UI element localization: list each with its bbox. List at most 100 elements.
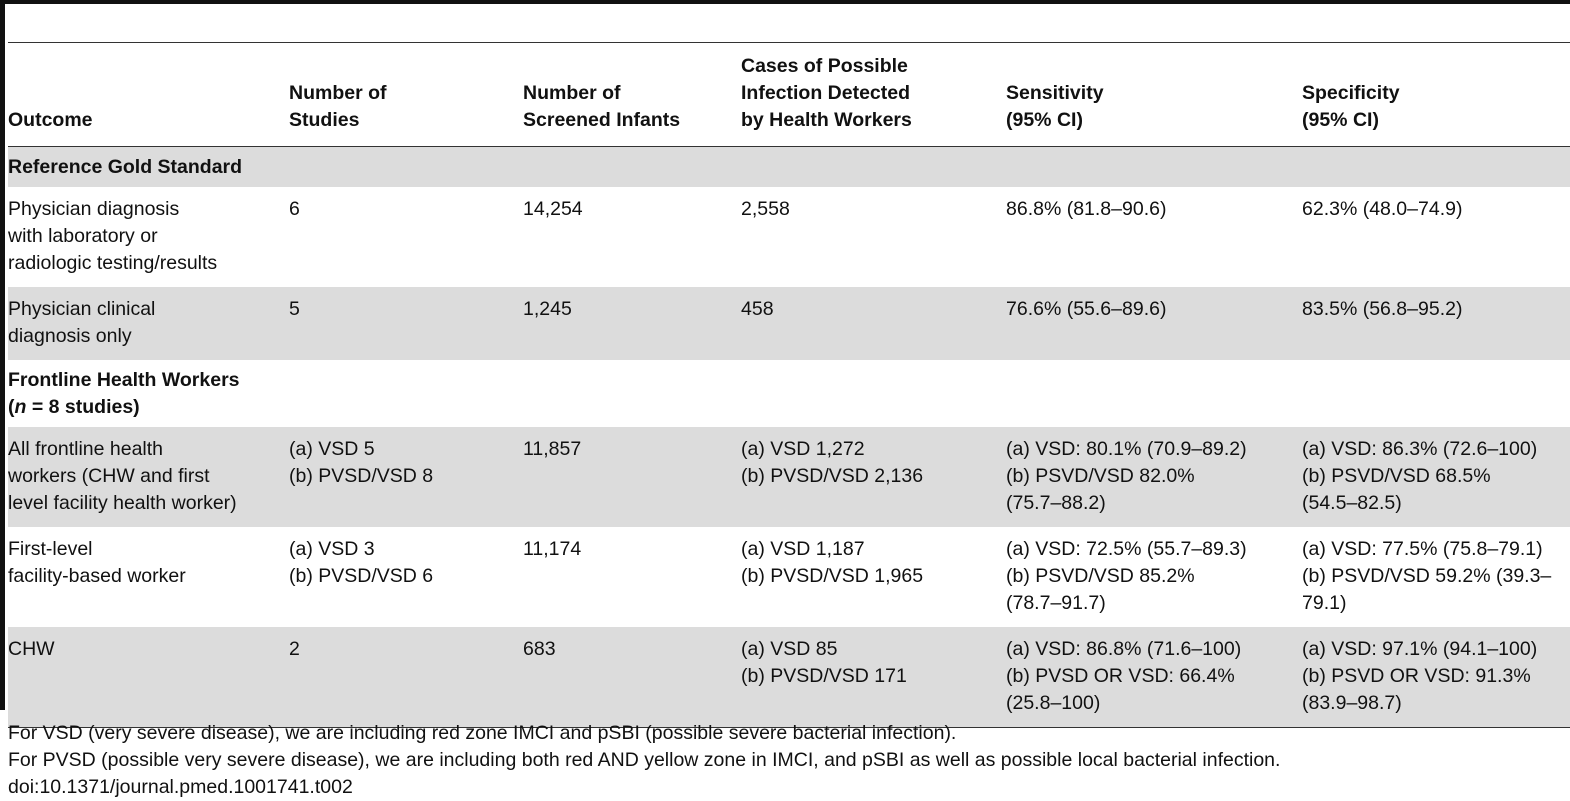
table-row: Physician diagnosis with laboratory or rad… (8, 187, 1570, 287)
cell-line: Screened Infants (523, 109, 681, 131)
cell-line: Cases of Possible (741, 55, 908, 77)
cell-outcome: CHW (8, 627, 289, 728)
cell-line: facility-based worker (8, 565, 186, 587)
col-header-specificity: Specificity (95% CI) (1302, 53, 1570, 147)
cell-sensitivity: (a) VSD: 80.1% (70.9–89.2) (b) PSVD/VSD 8… (1006, 427, 1302, 527)
cell-line: (a) VSD: 97.1% (94.1–100) (1302, 638, 1538, 660)
cell-line: (95% CI) (1302, 109, 1379, 131)
section-title: Reference Gold Standard (8, 146, 1570, 187)
section-title: Frontline Health Workers (n = 8 studies) (8, 360, 1570, 427)
table-row: CHW 2 683 (a) VSD 85 (b) PVSD/VSD 171 (a)… (8, 627, 1570, 728)
col-header-infants: Number of Screened Infants (523, 53, 741, 147)
cell-line: 83.5% (56.8–95.2) (1302, 298, 1463, 320)
cell-line: (a) VSD: 86.3% (72.6–100) (1302, 438, 1538, 460)
cell-line: radiologic testing/results (8, 252, 218, 274)
cell-specificity: 62.3% (48.0–74.9) (1302, 187, 1570, 287)
cell-studies: 6 (289, 187, 523, 287)
cell-sensitivity: 76.6% (55.6–89.6) (1006, 287, 1302, 360)
cell-line: diagnosis only (8, 325, 132, 347)
cell-line: All frontline health (8, 438, 164, 460)
cell-sensitivity: (a) VSD: 86.8% (71.6–100) (b) PVSD OR VSD… (1006, 627, 1302, 728)
cell-line: (75.7–88.2) (1006, 492, 1106, 514)
cell-infants: 11,857 (523, 427, 741, 527)
cell-line: workers (CHW and first (8, 465, 210, 487)
cell-line: 2 (289, 638, 300, 660)
cell-line: (b) PVSD/VSD 6 (289, 565, 434, 587)
cell-outcome: Physician diagnosis with laboratory or rad… (8, 187, 289, 287)
cell-line: 683 (523, 638, 556, 660)
cell-line: First-level (8, 538, 93, 560)
cell-line: 14,254 (523, 198, 583, 220)
cell-outcome: First-level facility-based worker (8, 527, 289, 627)
table-row: All frontline health workers (CHW and fir… (8, 427, 1570, 527)
cell-line: 11,857 (523, 438, 582, 460)
cell-studies: 5 (289, 287, 523, 360)
cell-line: (54.5–82.5) (1302, 492, 1402, 514)
section-row: Reference Gold Standard (8, 146, 1570, 187)
cell-cases: 2,558 (741, 187, 1006, 287)
header-top-rule (8, 42, 1570, 43)
cell-line: 86.8% (81.8–90.6) (1006, 198, 1167, 220)
cell-line: 6 (289, 198, 300, 220)
cell-line: Studies (289, 109, 360, 131)
cell-cases: (a) VSD 1,272 (b) PVSD/VSD 2,136 (741, 427, 1006, 527)
col-header-cases: Cases of Possible Infection Detected by He… (741, 53, 1006, 147)
cell-line: Physician clinical (8, 298, 156, 320)
left-border (0, 0, 5, 710)
cell-line: (a) VSD 5 (289, 438, 375, 460)
cell-line: by Health Workers (741, 109, 912, 131)
cell-line: Infection Detected (741, 82, 911, 104)
table-row: Physician clinical diagnosis only 5 1,245… (8, 287, 1570, 360)
col-header-studies: Number of Studies (289, 53, 523, 147)
cell-line: (b) PSVD OR VSD: 91.3% (1302, 665, 1531, 687)
cell-line: 62.3% (48.0–74.9) (1302, 198, 1463, 220)
cell-cases: (a) VSD 85 (b) PVSD/VSD 171 (741, 627, 1006, 728)
cell-line: 2,558 (741, 198, 790, 220)
cell-line: (b) PSVD/VSD 68.5% (1302, 465, 1491, 487)
cell-line: Specificity (1302, 82, 1400, 104)
cell-line: CHW (8, 638, 55, 660)
section-row: Frontline Health Workers (n = 8 studies) (8, 360, 1570, 427)
cell-specificity: (a) VSD: 86.3% (72.6–100) (b) PSVD/VSD 68… (1302, 427, 1570, 527)
col-header-sensitivity: Sensitivity (95% CI) (1006, 53, 1302, 147)
cell-line: (b) PSVD/VSD 59.2% (39.3– (1302, 565, 1552, 587)
cell-line: (25.8–100) (1006, 692, 1101, 714)
footnote-pvsd: For PVSD (possible very severe disease),… (8, 749, 1281, 771)
cell-line: (a) VSD: 72.5% (55.7–89.3) (1006, 538, 1247, 560)
cell-infants: 11,174 (523, 527, 741, 627)
cell-line: (b) PVSD/VSD 171 (741, 665, 907, 687)
col-header-outcome: Outcome (8, 53, 289, 147)
cell-line: (a) VSD 1,272 (741, 438, 865, 460)
cell-line: 1,245 (523, 298, 572, 320)
cell-cases: 458 (741, 287, 1006, 360)
cell-specificity: (a) VSD: 97.1% (94.1–100) (b) PSVD OR VSD… (1302, 627, 1570, 728)
cell-line: with laboratory or (8, 225, 158, 247)
cell-line: 79.1) (1302, 592, 1347, 614)
cell-line: (78.7–91.7) (1006, 592, 1106, 614)
cell-line: 5 (289, 298, 300, 320)
cell-line: (a) VSD: 80.1% (70.9–89.2) (1006, 438, 1247, 460)
cell-studies: (a) VSD 3 (b) PVSD/VSD 6 (289, 527, 523, 627)
cell-infants: 1,245 (523, 287, 741, 360)
cell-studies: (a) VSD 5 (b) PVSD/VSD 8 (289, 427, 523, 527)
top-rule (0, 0, 1570, 4)
cell-outcome: All frontline health workers (CHW and fir… (8, 427, 289, 527)
cell-line: (95% CI) (1006, 109, 1083, 131)
cell-line: (a) VSD 85 (741, 638, 838, 660)
cell-infants: 14,254 (523, 187, 741, 287)
cell-line: (b) PVSD OR VSD: 66.4% (1006, 665, 1235, 687)
results-table: Outcome Number of Studies Number of Screen… (8, 53, 1570, 728)
cell-line: (a) VSD: 77.5% (75.8–79.1) (1302, 538, 1543, 560)
cell-infants: 683 (523, 627, 741, 728)
cell-line: Physician diagnosis (8, 198, 180, 220)
table-header-row: Outcome Number of Studies Number of Screen… (8, 53, 1570, 147)
cell-line: 458 (741, 298, 774, 320)
section-title-line1: Frontline Health Workers (8, 369, 240, 391)
cell-line: (b) PSVD/VSD 82.0% (1006, 465, 1195, 487)
cell-specificity: 83.5% (56.8–95.2) (1302, 287, 1570, 360)
cell-line: 76.6% (55.6–89.6) (1006, 298, 1167, 320)
cell-line: (b) PSVD/VSD 85.2% (1006, 565, 1195, 587)
footnote-vsd: For VSD (very severe disease), we are in… (8, 722, 957, 744)
cell-line: Outcome (8, 109, 93, 131)
cell-line: Sensitivity (1006, 82, 1104, 104)
